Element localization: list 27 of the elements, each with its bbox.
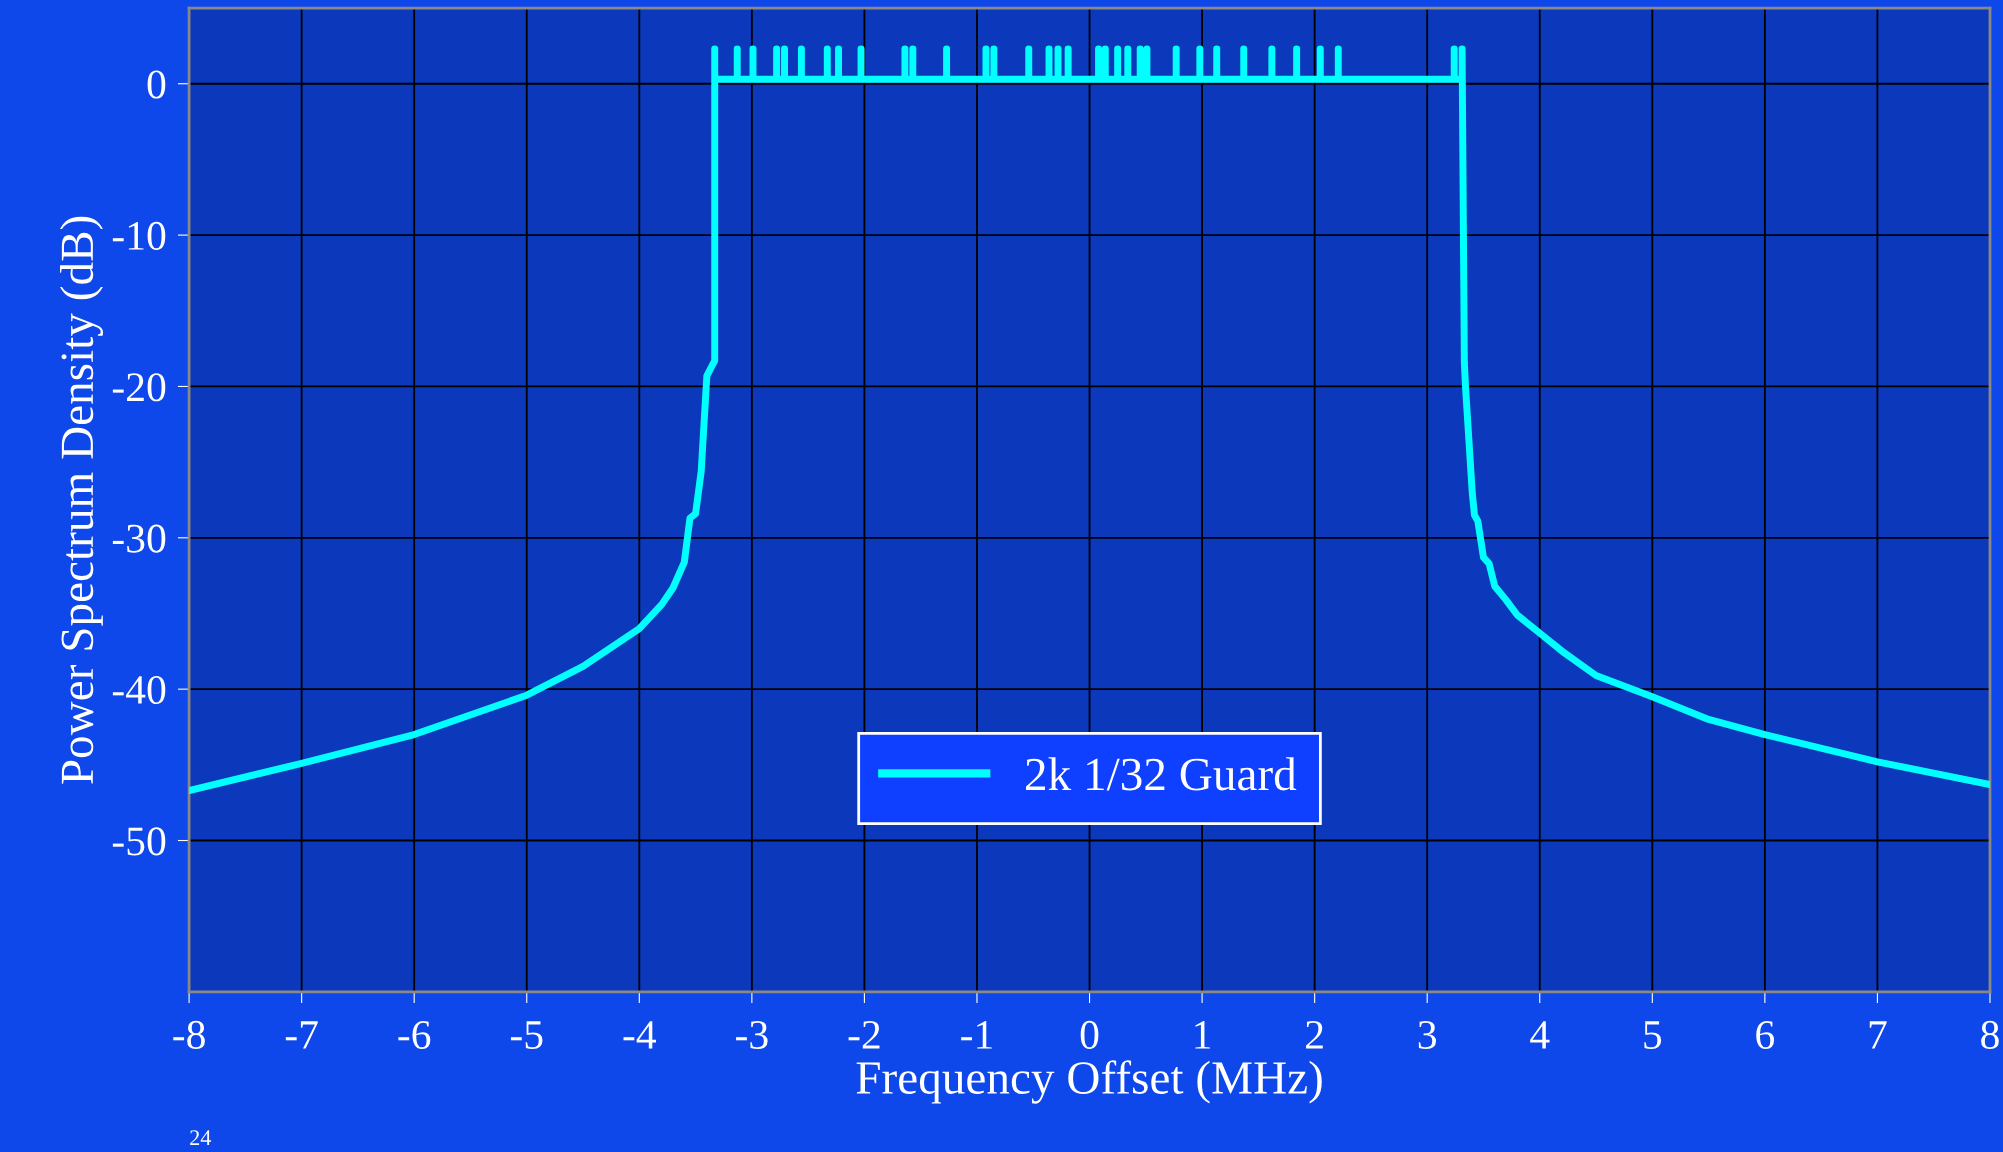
x-tick-label: 5: [1644, 1021, 1662, 1049]
y-tick-label: -20: [112, 373, 166, 402]
text: 24: [190, 1130, 212, 1145]
legend-label: 2k 1/32 Guard: [1026, 757, 1297, 791]
x-tick-label: 7: [1869, 1021, 1887, 1049]
y-tick-label: -10: [112, 221, 166, 250]
x-tick-label: -1: [961, 1021, 992, 1049]
x-tick-label: -3: [736, 1020, 768, 1049]
y-tick-label: -40: [112, 675, 166, 705]
x-tick-label: 2: [1306, 1020, 1323, 1049]
x-tick-label: -8: [173, 1020, 205, 1049]
x-tick-label: -4: [623, 1021, 657, 1049]
x-axis-title: Frequency Offset (MHz): [856, 1060, 1322, 1104]
x-tick-label: 6: [1756, 1020, 1775, 1049]
x-tick-label: -5: [510, 1021, 543, 1049]
x-tick-label: 3: [1418, 1020, 1436, 1049]
x-tick-label: 4: [1530, 1021, 1550, 1049]
x-tick-label: -2: [848, 1020, 880, 1049]
y-tick-label: -50: [112, 827, 166, 856]
y-tick-label: -30: [112, 524, 166, 553]
x-tick-label: -7: [285, 1021, 318, 1049]
x-tick-label: -6: [398, 1020, 431, 1049]
x-tick-label: 1: [1195, 1021, 1210, 1049]
y-tick-label: 0: [147, 70, 166, 99]
x-tick-label: 8: [1981, 1020, 1999, 1049]
y-axis-title: Power Spectrum Density (dB): [60, 216, 103, 784]
x-tick-label: 0: [1080, 1020, 1099, 1049]
